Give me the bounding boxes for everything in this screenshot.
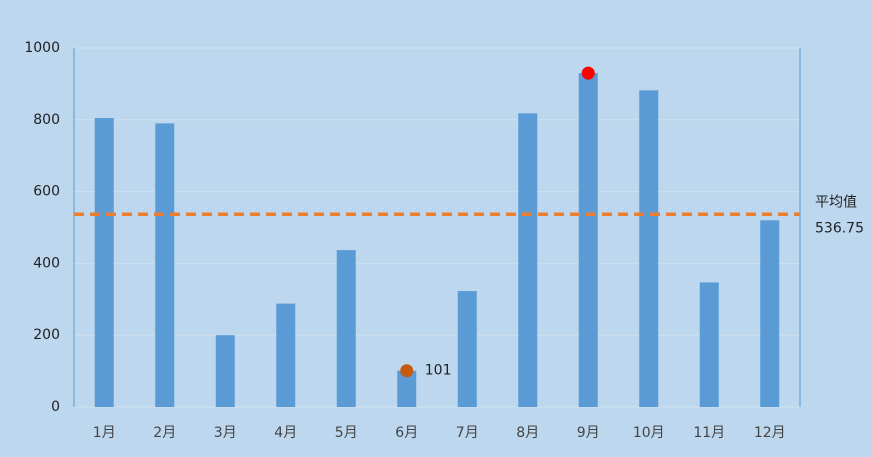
x-tick-label: 10月 [633,425,665,441]
min-label: 101 [425,363,452,379]
bar [578,73,598,407]
bar [518,113,538,407]
bar [639,90,659,407]
max-marker [581,66,595,80]
x-tick-label: 9月 [577,425,600,441]
x-tick-label: 3月 [214,425,237,441]
x-tick-label: 2月 [153,425,176,441]
bar [94,118,114,407]
y-tick-label: 800 [33,112,60,128]
x-tick-label: 4月 [274,425,297,441]
x-tick-label: 8月 [516,425,539,441]
y-tick-label: 200 [33,327,60,343]
average-value: 536.75 [815,220,864,236]
y-tick-label: 1000 [24,40,60,56]
bar [760,220,780,407]
x-tick-label: 5月 [335,425,358,441]
x-tick-label: 1月 [93,425,116,441]
y-tick-label: 400 [33,255,60,271]
min-marker [400,364,414,378]
average-label: 平均值 [815,194,857,210]
bar [457,291,477,407]
x-tick-label: 12月 [754,425,786,441]
y-tick-label: 600 [33,184,60,200]
bar [397,370,417,407]
bar [336,250,356,407]
x-tick-label: 11月 [693,425,725,441]
bar [276,303,296,407]
x-tick-label: 6月 [395,425,418,441]
bar [699,282,719,407]
x-tick-label: 7月 [456,425,479,441]
bar [215,335,235,407]
bar [155,123,175,407]
y-tick-label: 0 [51,399,60,415]
